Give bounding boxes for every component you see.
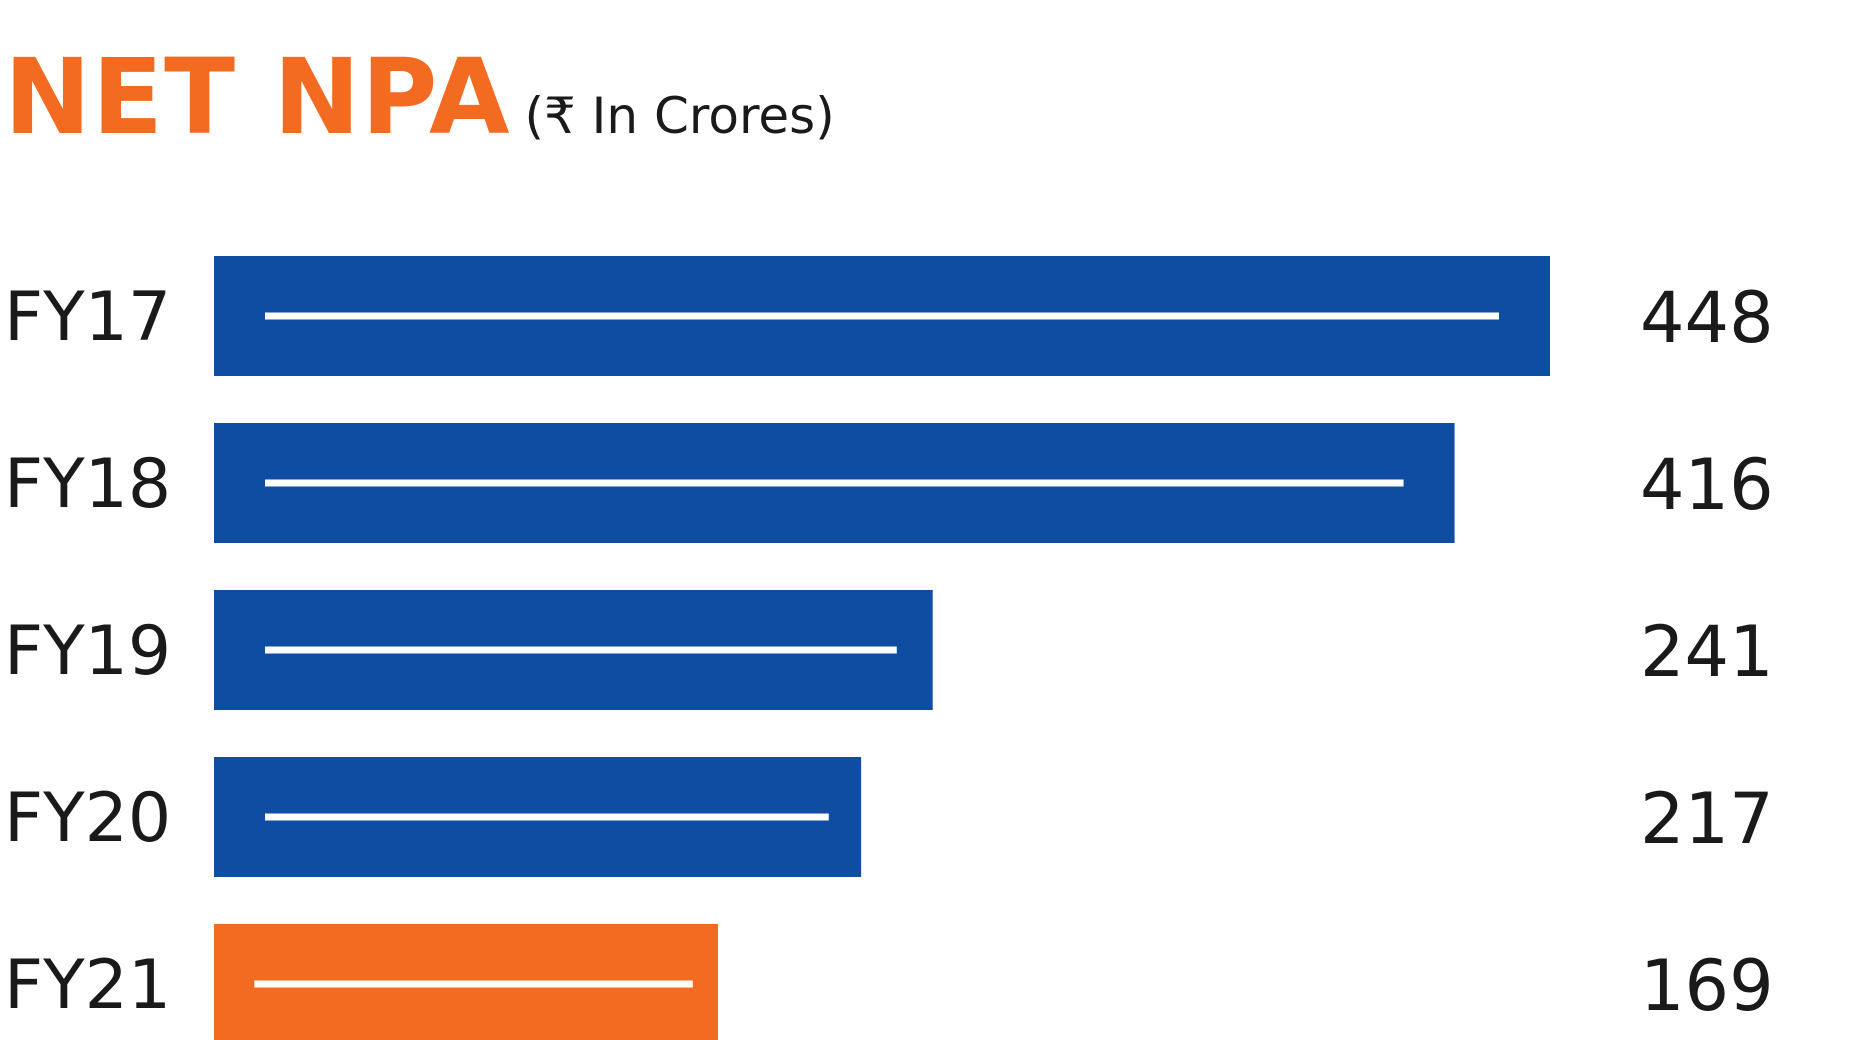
bar-stripe-fy18 [265,479,1404,487]
value-label: 217 [1640,778,1774,860]
bar-stripe-fy17 [265,312,1499,320]
bar-row-fy19: FY19 241 [4,590,1774,710]
bar-stripe-fy21 [254,980,693,988]
bar-row-fy18: FY18 416 [4,423,1774,543]
bar-row-fy17: FY17 448 [4,256,1774,376]
category-label: FY21 [4,946,171,1025]
category-label: FY20 [4,779,171,858]
chart-title: NET NPA [4,36,511,158]
value-label: 241 [1640,611,1774,693]
category-label: FY18 [4,445,171,524]
value-label: 416 [1640,444,1774,526]
bar-row-fy20: FY20 217 [4,757,1774,877]
bar-stripe-fy19 [265,646,897,654]
category-label: FY17 [4,278,171,357]
chart-title-block: NET NPA (₹ In Crores) [4,36,835,158]
value-label: 169 [1640,945,1774,1027]
value-label: 448 [1640,277,1774,359]
bar-stripe-fy20 [265,813,829,821]
chart-subtitle: (₹ In Crores) [524,87,835,145]
category-label: FY19 [4,612,171,691]
bar-row-fy21: FY21 169 [4,924,1774,1040]
